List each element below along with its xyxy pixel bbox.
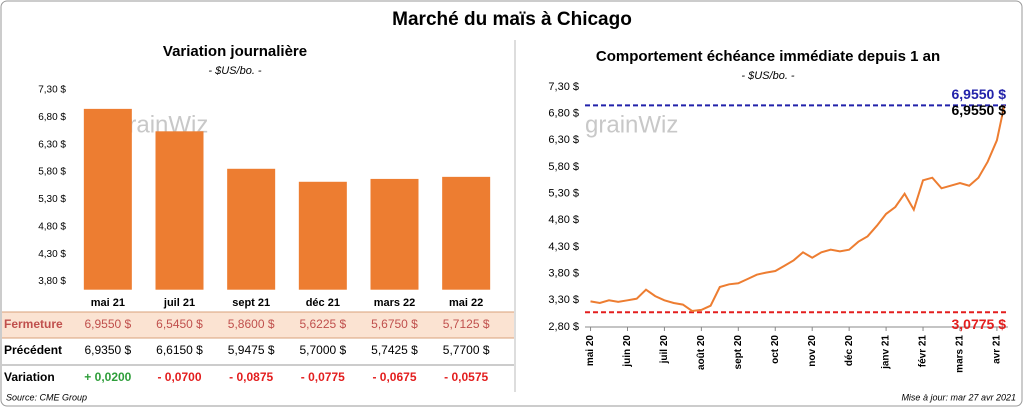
updated: Mise à jour: mar 27 avr 2021	[901, 392, 1016, 402]
y-tick-label: 7,30 $	[38, 85, 66, 96]
x-tick-label: juin 20	[622, 335, 633, 368]
x-tick-label: mai 22	[449, 297, 483, 309]
bar	[298, 181, 347, 290]
y-tick-label: 3,80 $	[548, 268, 579, 280]
y-tick-label: 4,80 $	[38, 221, 66, 232]
x-tick-label: sept 21	[232, 297, 270, 309]
table-cell: - 0,0575	[444, 370, 488, 384]
page-title: Marché du maïs à Chicago	[392, 9, 632, 30]
bar	[83, 108, 132, 290]
row-label: Précédent	[4, 343, 62, 357]
reference-label: 6,9550 $	[952, 86, 1007, 102]
y-tick-label: 4,30 $	[548, 241, 579, 253]
x-tick-label: juil 21	[163, 297, 195, 309]
chart-title: Comportement échéance immédiate depuis 1…	[596, 48, 940, 65]
table-cell: 5,7000 $	[299, 343, 346, 357]
bar	[155, 131, 204, 290]
table-cell: 5,9475 $	[228, 343, 275, 357]
x-tick-label: juil 20	[659, 335, 670, 365]
y-tick-label: 5,80 $	[548, 161, 579, 173]
y-tick-label: 3,30 $	[548, 294, 579, 306]
table-cell: 6,5450 $	[156, 317, 203, 331]
source: Source: CME Group	[6, 392, 87, 402]
x-tick-label: avr 21	[992, 335, 1003, 364]
end-label: 6,9550 $	[952, 102, 1007, 118]
x-tick-label: mai 21	[91, 297, 125, 309]
y-tick-label: 7,30 $	[548, 81, 579, 93]
row-label: Variation	[4, 370, 55, 384]
x-tick-label: déc 21	[306, 297, 340, 309]
y-tick-label: 5,80 $	[38, 167, 66, 178]
table-cell: 6,9350 $	[84, 343, 131, 357]
row-label: Fermeture	[4, 317, 63, 331]
x-tick-label: août 20	[696, 335, 707, 370]
row-highlight	[2, 312, 514, 338]
x-tick-label: nov 20	[807, 335, 818, 367]
chart-subtitle: - $US/bo. -	[741, 70, 795, 82]
y-tick-label: 6,80 $	[548, 108, 579, 120]
y-tick-label: 2,80 $	[548, 321, 579, 333]
table-cell: 6,9550 $	[84, 317, 131, 331]
series-line	[590, 105, 1006, 313]
x-tick-label: févr 21	[918, 335, 929, 368]
table-cell: - 0,0875	[229, 370, 273, 384]
bar	[227, 168, 276, 290]
table-cell: - 0,0775	[301, 370, 345, 384]
y-tick-label: 5,30 $	[548, 188, 579, 200]
x-tick-label: janv 21	[881, 335, 892, 370]
watermark: grainWiz	[585, 111, 678, 138]
x-tick-label: mai 20	[585, 335, 596, 367]
x-tick-label: mars 22	[374, 297, 416, 309]
y-tick-label: 3,80 $	[38, 276, 66, 287]
table-cell: + 0,0200	[84, 370, 131, 384]
chart-subtitle: - $US/bo. -	[208, 65, 262, 77]
table-cell: 5,6225 $	[299, 317, 346, 331]
y-tick-label: 4,30 $	[38, 249, 66, 260]
x-tick-label: sept 20	[733, 335, 744, 370]
y-tick-label: 6,30 $	[548, 134, 579, 146]
x-tick-label: déc 20	[844, 335, 855, 367]
table-cell: - 0,0675	[372, 370, 416, 384]
x-tick-label: mars 21	[955, 335, 966, 373]
bar	[442, 176, 491, 290]
y-tick-label: 5,30 $	[38, 194, 66, 205]
chart-title: Variation journalière	[163, 43, 307, 60]
y-tick-label: 4,80 $	[548, 214, 579, 226]
table-cell: 5,7700 $	[443, 343, 490, 357]
table-cell: 5,7125 $	[443, 317, 490, 331]
bar	[370, 178, 419, 290]
table-cell: 5,8600 $	[228, 317, 275, 331]
table-cell: - 0,0700	[157, 370, 201, 384]
reference-label: 3,0775 $	[952, 316, 1007, 332]
x-tick-label: oct 20	[770, 335, 781, 364]
table-cell: 5,6750 $	[371, 317, 418, 331]
table-cell: 6,6150 $	[156, 343, 203, 357]
table-cell: 5,7425 $	[371, 343, 418, 357]
y-tick-label: 6,80 $	[38, 112, 66, 123]
y-tick-label: 6,30 $	[38, 139, 66, 150]
